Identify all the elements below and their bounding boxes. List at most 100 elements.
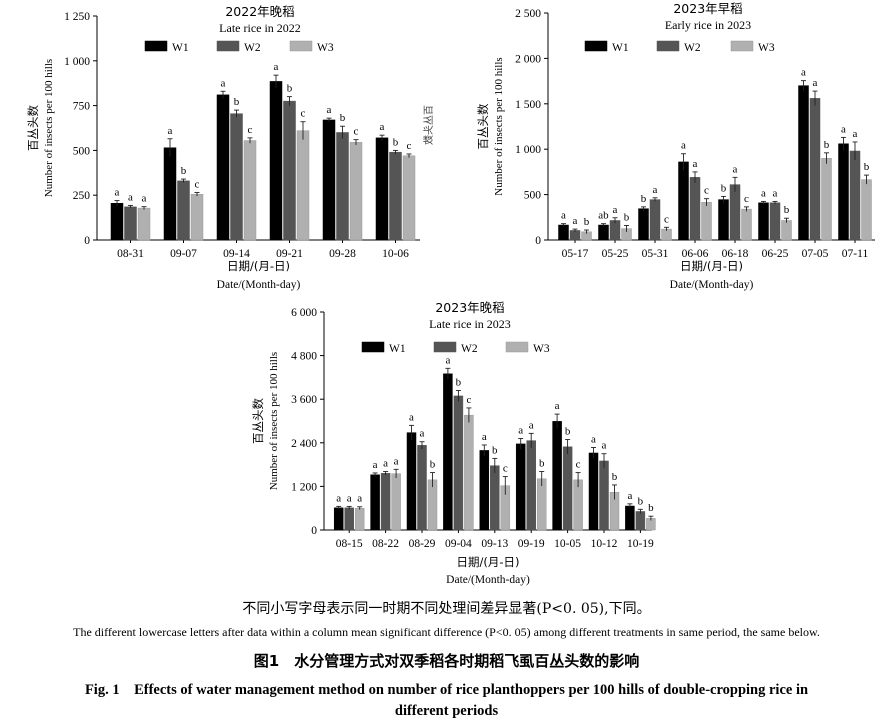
legend-label: W3: [317, 42, 334, 54]
x-tick-label: 05-17: [562, 248, 589, 260]
significance-letter: a: [733, 163, 738, 175]
significance-letter: a: [591, 434, 596, 446]
bar-w2: [729, 184, 741, 241]
bar-w1: [558, 224, 569, 241]
bar-w2: [177, 180, 190, 241]
y-tick-label: 4 800: [291, 351, 317, 363]
significance-letter: a: [773, 187, 778, 199]
bar-w3: [354, 507, 365, 531]
x-tick-label: 09-14: [223, 248, 250, 260]
bar-w1: [406, 432, 417, 531]
bar-w1: [838, 143, 849, 241]
significance-letter: a: [482, 431, 487, 443]
significance-letter: a: [420, 428, 425, 440]
x-tick-label: 09-07: [170, 248, 197, 260]
significance-letter: a: [221, 77, 226, 89]
significance-letter: b: [612, 471, 618, 483]
significance-letter: c: [407, 140, 412, 152]
legend-swatch: [433, 341, 457, 353]
significance-letter: a: [529, 419, 534, 431]
chart-panel-1: 2022年晚稻 Late rice in 2022 0 250 500 750 1 000 1…: [26, 4, 435, 291]
bar-w1: [598, 224, 609, 241]
bar-w2: [490, 465, 500, 531]
significance-letter: a: [336, 492, 341, 504]
legend-swatch: [361, 341, 385, 353]
bar-w1: [269, 81, 283, 241]
y-tick-label: 2 400: [291, 438, 317, 450]
y-axis-label-zh: 百丛头数: [476, 103, 490, 149]
x-tick-label: 08-15: [336, 538, 363, 550]
significance-letter: a: [128, 191, 133, 203]
legend-swatch: [216, 40, 240, 52]
y-tick-label: 750: [73, 101, 91, 113]
x-tick-label: 10-05: [554, 538, 581, 550]
bar-w1: [798, 85, 809, 241]
bar-w1: [638, 208, 649, 241]
bar-w2: [389, 151, 402, 241]
legend-swatch: [584, 40, 608, 52]
x-axis-label-zh: 日期/(月-日): [680, 259, 743, 273]
x-axis-label-en: Date/(Month-day): [446, 574, 530, 586]
y-axis-label-en: Number of insects per 100 hills: [268, 352, 280, 490]
bar-w2: [599, 460, 609, 531]
side-label: 百丛头数: [422, 105, 435, 145]
x-tick-label: 09-19: [518, 538, 545, 550]
x-tick-label: 09-21: [276, 248, 303, 260]
bar-w2: [562, 446, 573, 531]
significance-letter: c: [301, 108, 306, 120]
bar-w2: [283, 100, 296, 241]
significance-letter: b: [393, 136, 399, 148]
figure-caption-en: Fig. 1 Effects of water management metho…: [84, 682, 809, 698]
significance-letter: b: [864, 161, 870, 173]
significance-letter: b: [824, 139, 830, 151]
legend-label: W1: [612, 42, 629, 54]
x-tick-label: 09-13: [481, 538, 508, 550]
legend-label: W2: [244, 42, 261, 54]
figure-panels: 2022年晚稻 Late rice in 2022 0 250 500 750 1 000 1…: [26, 1, 875, 586]
significance-letter: a: [653, 184, 658, 196]
bar-w1: [333, 507, 344, 531]
bar-w2: [336, 132, 349, 241]
bar-w3: [701, 202, 712, 241]
bar-w1: [370, 474, 380, 531]
legend-label: W2: [461, 343, 478, 355]
significance-letter: b: [430, 459, 436, 471]
bar-w1: [552, 421, 562, 531]
significance-letter: a: [518, 424, 523, 436]
x-axis-label-en: Date/(Month-day): [670, 279, 754, 291]
bar-w2: [609, 220, 621, 241]
y-tick-label: 1 200: [291, 481, 317, 493]
bar-w3: [349, 142, 363, 241]
legend-swatch: [144, 40, 168, 52]
bar-w3: [781, 220, 792, 241]
significance-letter: c: [354, 126, 359, 138]
x-tick-label: 09-28: [329, 248, 356, 260]
significance-letter: a: [853, 128, 858, 140]
significance-letter: b: [624, 211, 630, 223]
y-tick-label: 1 500: [515, 99, 541, 111]
chart-subtitle: Late rice in 2023: [429, 317, 511, 331]
bar-w1: [216, 94, 230, 241]
bar-w2: [230, 113, 243, 241]
y-tick-label: 1 000: [64, 56, 90, 68]
figure-caption-en-line2: different periods: [394, 703, 499, 719]
chart-title: 2023年早稻: [673, 1, 742, 16]
bar-w2: [453, 395, 464, 531]
chart-title: 2022年晚稻: [225, 4, 294, 19]
chart-panel-3: 2023年晚稻 Late rice in 2023 0 1 200 2 400 3 600…: [251, 300, 656, 586]
y-tick-label: 2 500: [515, 8, 541, 20]
significance-letter: a: [555, 400, 560, 412]
significance-letter: a: [274, 61, 279, 73]
legend-label: W2: [684, 42, 701, 54]
significance-letter: a: [168, 125, 173, 137]
significance-letter: b: [287, 83, 293, 95]
significance-letter: c: [248, 124, 253, 136]
x-tick-label: 10-19: [627, 538, 654, 550]
significance-letter: b: [456, 376, 462, 388]
x-tick-label: 09-04: [445, 538, 472, 550]
bar-w2: [569, 230, 581, 241]
bar-w2: [849, 150, 861, 241]
legend-label: W1: [172, 42, 189, 54]
significance-letter: b: [492, 444, 498, 456]
significance-letter: b: [584, 216, 590, 228]
